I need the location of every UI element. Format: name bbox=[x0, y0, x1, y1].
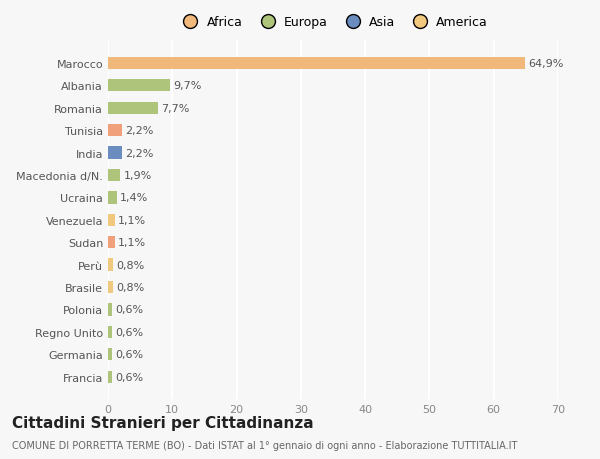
Bar bbox=[108, 80, 170, 92]
Text: 1,9%: 1,9% bbox=[124, 171, 152, 180]
Text: Cittadini Stranieri per Cittadinanza: Cittadini Stranieri per Cittadinanza bbox=[12, 415, 314, 431]
Text: 0,6%: 0,6% bbox=[115, 305, 143, 315]
Bar bbox=[108, 169, 120, 182]
Bar bbox=[108, 236, 115, 249]
Bar bbox=[108, 371, 112, 383]
Bar bbox=[108, 304, 112, 316]
Bar bbox=[108, 125, 122, 137]
Text: 0,8%: 0,8% bbox=[116, 282, 145, 292]
Legend: Africa, Europa, Asia, America: Africa, Europa, Asia, America bbox=[175, 13, 491, 32]
Bar bbox=[108, 214, 115, 226]
Text: 0,6%: 0,6% bbox=[115, 327, 143, 337]
Text: 64,9%: 64,9% bbox=[529, 59, 564, 69]
Text: 1,1%: 1,1% bbox=[118, 215, 146, 225]
Bar bbox=[108, 192, 117, 204]
Text: 0,6%: 0,6% bbox=[115, 372, 143, 382]
Text: 1,1%: 1,1% bbox=[118, 238, 146, 248]
Bar bbox=[108, 147, 122, 159]
Text: 1,4%: 1,4% bbox=[120, 193, 148, 203]
Text: 2,2%: 2,2% bbox=[125, 126, 154, 136]
Bar bbox=[108, 102, 157, 115]
Bar bbox=[108, 348, 112, 361]
Bar bbox=[108, 259, 113, 271]
Bar bbox=[108, 326, 112, 338]
Bar bbox=[108, 281, 113, 294]
Text: 0,6%: 0,6% bbox=[115, 350, 143, 359]
Bar bbox=[108, 57, 525, 70]
Text: 9,7%: 9,7% bbox=[173, 81, 202, 91]
Text: COMUNE DI PORRETTA TERME (BO) - Dati ISTAT al 1° gennaio di ogni anno - Elaboraz: COMUNE DI PORRETTA TERME (BO) - Dati IST… bbox=[12, 440, 517, 450]
Text: 0,8%: 0,8% bbox=[116, 260, 145, 270]
Text: 7,7%: 7,7% bbox=[161, 103, 189, 113]
Text: 2,2%: 2,2% bbox=[125, 148, 154, 158]
